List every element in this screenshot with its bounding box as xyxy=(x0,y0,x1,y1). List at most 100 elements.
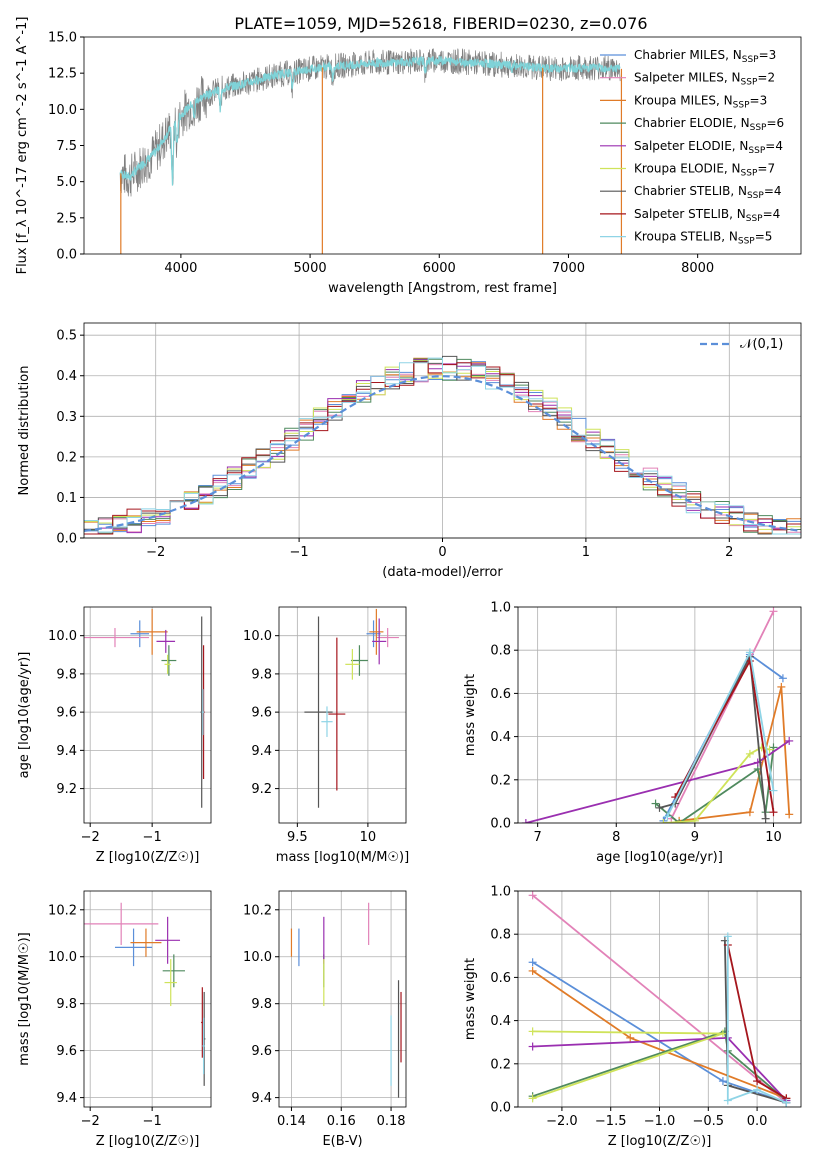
axes-frame xyxy=(517,606,802,824)
y-axis-label: Flux [f_λ 10^-17 erg cm^-2 s^-1 A^-1] xyxy=(15,17,30,275)
legend-nssp: =3 xyxy=(759,48,777,62)
y-tick-label: 12.5 xyxy=(48,67,77,82)
chart-massweight_vs_age: 7 8 9 10 0.0 0.2 0.4 0.6 0.8 1.0 age [log10(age/yr… xyxy=(463,601,802,865)
y-tick-label: 0.3 xyxy=(56,410,77,425)
x-tick-label: 10 xyxy=(765,830,782,845)
x-axis-label: mass [log10(M/M☉)] xyxy=(276,850,409,865)
legend-subscript: SSP xyxy=(733,100,750,110)
x-tick-label: 5000 xyxy=(294,261,327,276)
x-tick-label: −1 xyxy=(143,1114,162,1129)
y-tick-label: 9.6 xyxy=(251,1044,272,1059)
chart-residuals: −2 −1 0 1 2 0.0 0.1 0.2 0.3 0.4 0.5 (data-model)/er… xyxy=(17,322,802,580)
x-tick-label: 0.14 xyxy=(277,1114,306,1129)
mass-weight-line xyxy=(726,936,787,1104)
legend-entry: Kroupa ELODIE, NSSP=7 xyxy=(634,162,775,179)
y-tick-label: 9.8 xyxy=(251,667,272,682)
y-tick-label: 0.2 xyxy=(56,450,77,465)
y-tick-label: 2.5 xyxy=(56,211,77,226)
y-tick-label: 9.4 xyxy=(251,744,272,759)
legend-entry: Salpeter MILES, NSSP=2 xyxy=(634,71,775,88)
x-tick-label: −1 xyxy=(290,545,309,560)
y-tick-label: 9.4 xyxy=(56,1091,77,1106)
chart-mass_vs_EBV: 0.14 0.16 0.18 9.4 9.6 9.8 10.0 10.2 E(B-V) xyxy=(243,890,407,1149)
plot-area xyxy=(84,608,205,808)
x-tick-label: 0.18 xyxy=(377,1114,406,1129)
legend-subscript: SSP xyxy=(741,169,758,179)
plot-area xyxy=(119,48,623,254)
legend-nssp: =2 xyxy=(757,71,775,85)
y-tick-label: 0.6 xyxy=(490,971,511,986)
x-axis-label: E(B-V) xyxy=(322,1134,362,1149)
y-tick-label: 7.5 xyxy=(56,139,77,154)
x-tick-label: 7 xyxy=(534,830,542,845)
y-tick-label: 0.0 xyxy=(490,817,511,832)
legend-nssp: =4 xyxy=(765,139,783,153)
chart-age_vs_mass: 9.5 10 9.2 9.4 9.6 9.8 10.0 mass [log10(M/M☉)] xyxy=(243,606,409,865)
legend-nssp: =3 xyxy=(750,93,768,107)
y-tick-label: 0.4 xyxy=(56,369,77,384)
figure-title: PLATE=1059, MJD=52618, FIBERID=0230, z=0… xyxy=(234,14,647,33)
y-tick-label: 0.4 xyxy=(490,730,511,745)
legend-subscript: SSP xyxy=(746,214,763,224)
legend-nssp: =6 xyxy=(766,116,784,130)
x-axis-label: age [log10(age/yr)] xyxy=(596,850,723,865)
mass-weight-line xyxy=(532,894,787,1104)
chart-mass_vs_Z: −2 −1 9.4 9.6 9.8 10.0 10.2 Z [log10(Z/Z☉)] mass… xyxy=(17,890,212,1149)
y-tick-label: 9.2 xyxy=(251,782,272,797)
axes-frame xyxy=(278,606,407,824)
y-tick-label: 0.1 xyxy=(56,491,77,506)
x-tick-label: −2.0 xyxy=(546,1114,578,1129)
residual-histogram xyxy=(84,359,801,535)
x-tick-label: 7000 xyxy=(552,261,585,276)
plot-area xyxy=(84,902,206,1086)
legend-nssp: =5 xyxy=(755,230,773,244)
y-tick-label: 10.2 xyxy=(243,903,272,918)
plot-area xyxy=(84,355,801,535)
y-tick-label: 0.0 xyxy=(56,532,77,547)
y-tick-label: 0.8 xyxy=(490,928,511,943)
y-tick-label: 1.0 xyxy=(490,885,511,900)
x-tick-label: −2 xyxy=(81,830,100,845)
chart-age_vs_Z: −2 −1 9.2 9.4 9.6 9.8 10.0 Z [log10(Z/Z☉)] age [… xyxy=(17,606,212,865)
legend-subscript: SSP xyxy=(750,123,767,133)
y-tick-label: 15.0 xyxy=(48,31,77,46)
x-tick-label: −2 xyxy=(81,1114,100,1129)
spectrum-model-line xyxy=(119,55,621,186)
y-tick-label: 9.4 xyxy=(251,1091,272,1106)
gaussian-curve xyxy=(84,375,801,532)
x-tick-label: −1 xyxy=(143,830,162,845)
chart-spectrum: 4000 5000 6000 7000 8000 0.0 2.5 5.0 7.5 10.0 12.5… xyxy=(15,17,802,296)
spectrum-legend: Chabrier MILES, NSSP=3 Salpeter MILES, NS… xyxy=(600,48,784,247)
plot-area xyxy=(290,902,402,1098)
y-tick-label: 0.5 xyxy=(56,329,77,344)
x-tick-label: 6000 xyxy=(423,261,456,276)
y-tick-label: 5.0 xyxy=(56,175,77,190)
legend-entry: Chabrier MILES, NSSP=3 xyxy=(634,48,776,65)
x-tick-label: 8000 xyxy=(681,261,714,276)
axes-frame xyxy=(278,890,407,1108)
y-axis-label: age [log10(age/yr)] xyxy=(17,652,32,779)
x-tick-label: 0.0 xyxy=(747,1114,768,1129)
gaussian-legend-label: 𝒩(0,1) xyxy=(740,337,783,352)
residual-histogram xyxy=(84,357,801,535)
x-tick-label: 10 xyxy=(360,830,377,845)
y-tick-label: 0.0 xyxy=(56,248,77,263)
legend-nssp: =4 xyxy=(764,184,782,198)
x-tick-label: 4000 xyxy=(164,261,197,276)
legend-subscript: SSP xyxy=(747,191,764,201)
y-tick-label: 9.8 xyxy=(251,997,272,1012)
y-tick-label: 0.2 xyxy=(490,773,511,788)
x-axis-label: Z [log10(Z/Z☉)] xyxy=(96,850,200,865)
x-tick-label: −2 xyxy=(146,545,165,560)
y-tick-label: 9.2 xyxy=(56,782,77,797)
y-axis-label: mass weight xyxy=(463,958,478,1040)
legend-entry: Kroupa MILES, NSSP=3 xyxy=(634,93,767,110)
legend-subscript: SSP xyxy=(741,78,758,88)
y-tick-label: 0.0 xyxy=(490,1101,511,1116)
y-tick-label: 0.6 xyxy=(490,687,511,702)
x-tick-label: 9.5 xyxy=(287,830,308,845)
x-tick-label: 0.16 xyxy=(327,1114,356,1129)
axes-frame xyxy=(83,606,212,824)
x-tick-label: 9 xyxy=(691,830,699,845)
